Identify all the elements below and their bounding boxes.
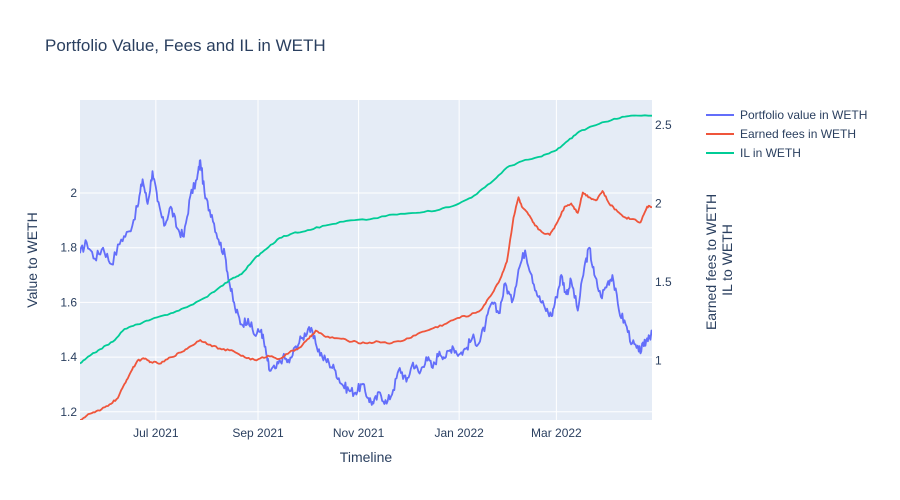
series-layer <box>80 114 652 420</box>
x-tick-label-2: Nov 2021 <box>333 426 385 440</box>
y-right-axis-title-line-1: Earned fees to WETH <box>703 194 719 330</box>
y-left-tick-label-4: 2 <box>70 186 77 200</box>
chart-title: Portfolio Value, Fees and IL in WETH <box>45 36 326 55</box>
series-line-fees[interactable] <box>80 190 652 420</box>
x-tick-label-1: Sep 2021 <box>232 426 284 440</box>
legend-item-il[interactable]: IL in WETH <box>706 146 801 160</box>
legend-label-fees: Earned fees in WETH <box>740 127 856 141</box>
y-left-tick-labels: 1.2 1.4 1.6 1.8 2 <box>60 186 77 419</box>
y-right-axis-title: Earned fees to WETH IL to WETH <box>703 190 735 330</box>
y-left-tick-label-0: 1.2 <box>60 405 77 419</box>
legend-label-portfolio: Portfolio value in WETH <box>740 108 867 122</box>
y-left-axis-title: Value to WETH <box>24 212 40 307</box>
y-left-tick-label-3: 1.8 <box>60 241 77 255</box>
y-right-axis-title-line-2: IL to WETH <box>719 224 735 296</box>
legend-item-fees[interactable]: Earned fees in WETH <box>706 127 856 141</box>
series-line-il[interactable] <box>80 114 652 365</box>
x-tick-label-4: Mar 2022 <box>531 426 582 440</box>
x-tick-label-3: Jan 2022 <box>434 426 484 440</box>
x-tick-label-0: Jul 2021 <box>133 426 179 440</box>
x-axis-title: Timeline <box>340 449 393 465</box>
y-grid <box>80 192 652 413</box>
legend-item-portfolio[interactable]: Portfolio value in WETH <box>706 108 867 122</box>
legend-label-il: IL in WETH <box>740 146 801 160</box>
y-right-tick-labels: 1 1.5 2 2.5 <box>655 118 672 367</box>
y-left-tick-label-1: 1.4 <box>60 350 77 364</box>
y-right-tick-label-0: 1 <box>655 353 662 367</box>
y-right-tick-label-3: 2.5 <box>655 118 672 132</box>
series-line-portfolio[interactable] <box>80 159 652 406</box>
plot-area <box>80 100 652 420</box>
y-left-tick-label-2: 1.6 <box>60 295 77 309</box>
legend: Portfolio value in WETH Earned fees in W… <box>706 108 867 160</box>
y-right-tick-label-2: 2 <box>655 197 662 211</box>
x-grid <box>155 100 557 420</box>
y-right-tick-label-1: 1.5 <box>655 275 672 289</box>
x-tick-labels: Jul 2021 Sep 2021 Nov 2021 Jan 2022 Mar 2022 <box>133 426 582 440</box>
